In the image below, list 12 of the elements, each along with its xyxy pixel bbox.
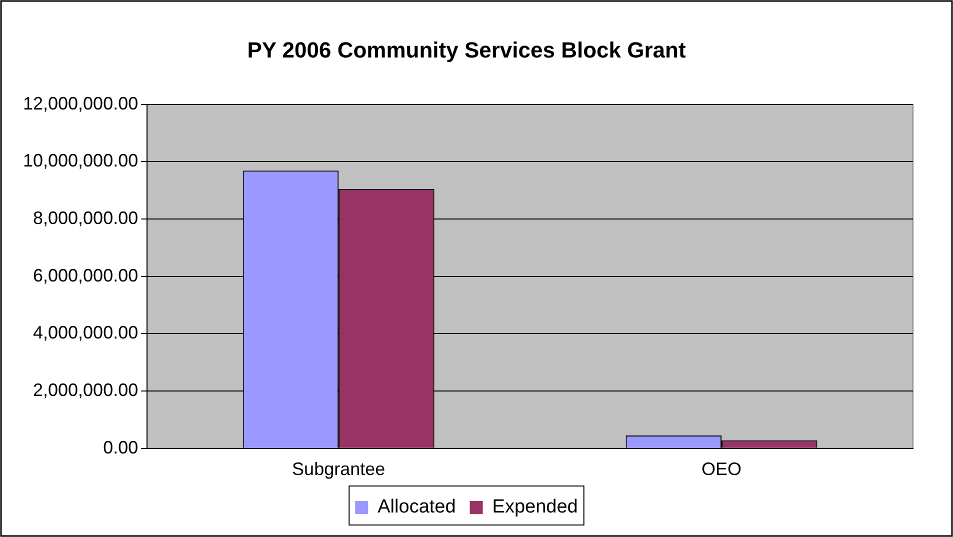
y-tick-label: 10,000,000.00: [22, 150, 138, 171]
chart-title: PY 2006 Community Services Block Grant: [247, 37, 686, 62]
y-tick-label: 0.00: [103, 437, 138, 458]
y-tick-label: 12,000,000.00: [22, 93, 138, 114]
y-tick-label: 6,000,000.00: [33, 265, 138, 286]
y-tick-label: 8,000,000.00: [33, 208, 138, 228]
legend-label: Expended: [492, 496, 578, 518]
x-tick-label: OEO: [702, 459, 742, 480]
y-tick-label: 4,000,000.00: [33, 322, 138, 343]
legend-label: Allocated: [378, 496, 456, 518]
y-tick-label: 2,000,000.00: [33, 380, 138, 400]
x-tick-label: Subgrantee: [292, 459, 386, 480]
